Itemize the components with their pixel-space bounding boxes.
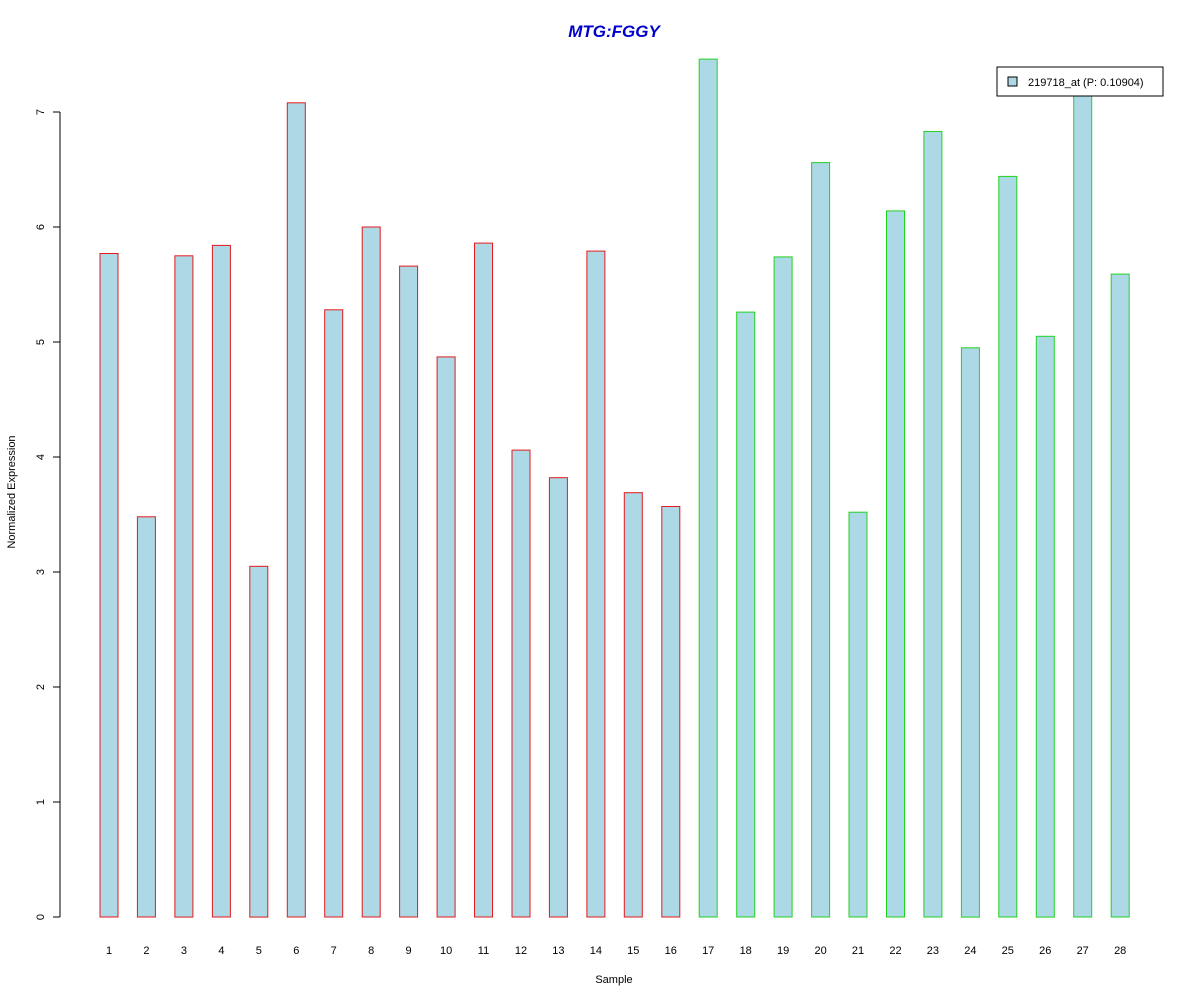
bar [586, 250, 606, 918]
x-tick-label: 5 [256, 945, 262, 957]
legend-box [996, 66, 1164, 97]
x-tick-label: 20 [814, 945, 826, 957]
x-tick-label: 19 [777, 945, 789, 957]
x-tick-label: 9 [406, 945, 412, 957]
y-tick-label: 7 [35, 109, 47, 115]
x-tick-label: 16 [665, 945, 677, 957]
y-tick-label: 4 [35, 454, 47, 460]
legend-label: 219718_at (P: 0.10904) [1028, 77, 1144, 89]
bars [99, 58, 1130, 918]
x-tick-label: 18 [740, 945, 752, 957]
y-tick-label: 3 [35, 569, 47, 575]
bar [1110, 273, 1130, 918]
x-tick-label: 21 [852, 945, 864, 957]
y-tick-label: 0 [35, 914, 47, 920]
x-tick-label: 12 [515, 945, 527, 957]
bar [99, 253, 119, 918]
chart-title: MTG:FGGY [568, 22, 661, 41]
bar [399, 265, 419, 918]
bar [1035, 335, 1055, 918]
y-tick-label: 5 [35, 339, 47, 345]
x-tick-label: 14 [590, 945, 602, 957]
x-tick-label: 27 [1077, 945, 1089, 957]
x-tick-label: 13 [552, 945, 564, 957]
x-tick-label: 24 [964, 945, 976, 957]
bar [623, 492, 643, 918]
bar [548, 477, 568, 918]
legend: 219718_at (P: 0.10904) [996, 66, 1164, 97]
bar [286, 102, 306, 918]
x-axis-label: Sample [595, 974, 632, 986]
x-tick-label: 26 [1039, 945, 1051, 957]
x-tick-label: 4 [218, 945, 224, 957]
bar [474, 242, 493, 918]
x-tick-label: 17 [702, 945, 714, 957]
bar [848, 511, 868, 918]
bar [324, 309, 344, 918]
y-tick-label: 1 [35, 799, 47, 805]
bar [174, 255, 194, 918]
x-tick-label: 15 [627, 945, 639, 957]
legend-swatch [1007, 76, 1018, 87]
bar [211, 244, 231, 918]
y-tick-label: 6 [35, 224, 47, 230]
x-tick-label: 23 [927, 945, 939, 957]
bar [136, 516, 156, 918]
bar [361, 226, 381, 918]
bar [811, 162, 831, 918]
bar [960, 347, 980, 918]
x-tick-label: 1 [106, 945, 112, 957]
x-tick-label: 8 [368, 945, 374, 957]
y-axis-label: Normalized Expression [6, 435, 18, 548]
x-tick-label: 22 [889, 945, 901, 957]
x-tick-label: 28 [1114, 945, 1126, 957]
x-tick-label: 11 [478, 945, 489, 957]
y-tick-label: 2 [35, 684, 47, 690]
bar [1073, 88, 1093, 918]
bar [661, 506, 681, 918]
x-tick-label: 25 [1002, 945, 1014, 957]
bar [886, 210, 905, 918]
x-tick-label: 7 [331, 945, 337, 957]
x-tick-label: 2 [143, 945, 149, 957]
x-tick-labels: 1 2 3 4 5 6 7 8 9 10 11 12 13 14 15 16 17 18 19 20 21 22 23 24 2… [106, 945, 1126, 957]
x-tick-label: 3 [181, 945, 187, 957]
bar [698, 58, 718, 918]
bar [436, 356, 456, 918]
y-axis: 0 1 2 3 4 5 6 7 [35, 109, 61, 920]
bar [249, 565, 269, 918]
bar [998, 175, 1018, 918]
x-tick-label: 6 [293, 945, 299, 957]
bar [923, 131, 943, 918]
x-tick-label: 10 [440, 945, 452, 957]
bar [736, 311, 756, 918]
bar [773, 256, 793, 918]
bar [511, 449, 531, 918]
